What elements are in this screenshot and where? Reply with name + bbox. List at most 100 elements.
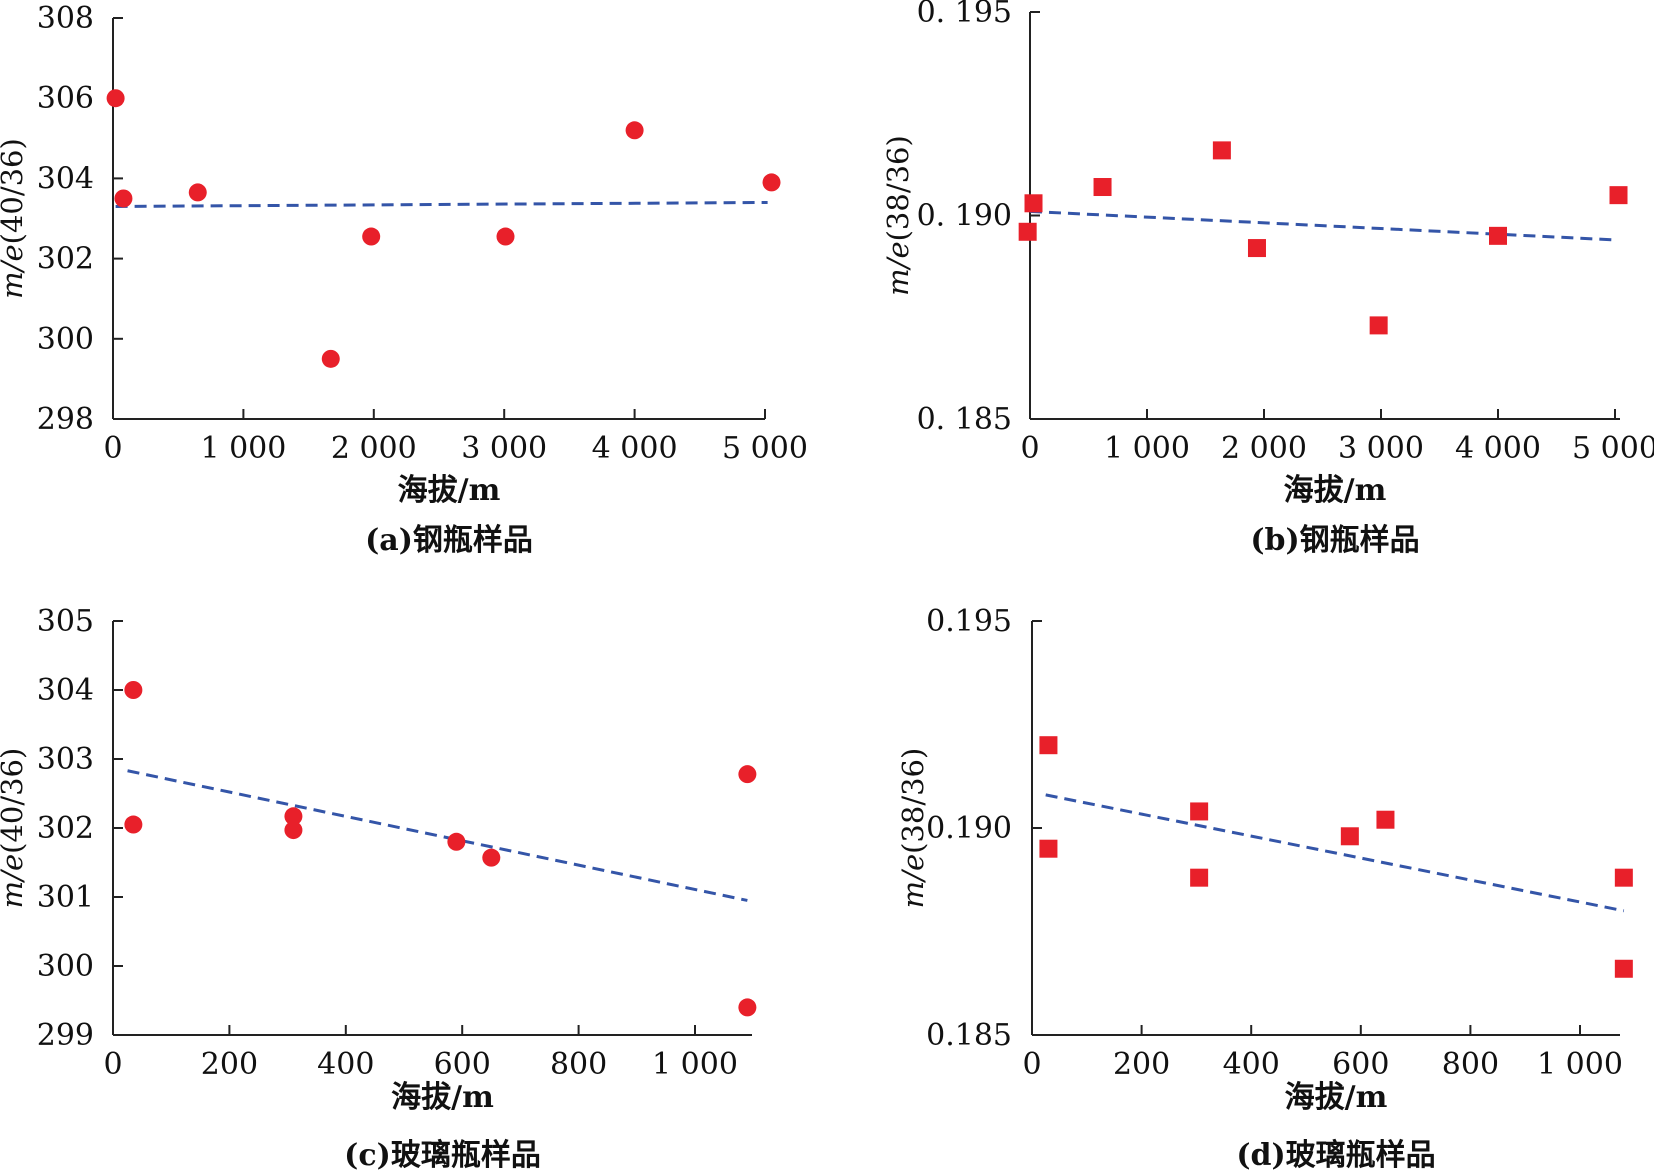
y-tick-label: 305: [37, 604, 94, 639]
data-point: [1093, 178, 1112, 197]
y-tick-label: 302: [37, 242, 94, 277]
x-axis-title: 海拔/m: [391, 1080, 494, 1115]
x-tick-label: 400: [317, 1047, 374, 1082]
data-point: [1247, 239, 1266, 258]
x-tick-label: 800: [1442, 1047, 1499, 1082]
trend-line: [115, 200, 768, 208]
data-point: [1018, 222, 1037, 241]
data-point: [1376, 810, 1395, 829]
trend-line: [1045, 793, 1625, 913]
x-tick-label: 200: [1113, 1047, 1170, 1082]
y-axis-title-rest: (38/36): [896, 748, 930, 854]
panel-c: 299 300 301 302 303 304 305 0 200 400 600 800 1 000 海…: [0, 604, 757, 1173]
y-axis-title-rest: (40/36): [0, 138, 29, 244]
data-point: [496, 227, 515, 246]
data-point: [1039, 839, 1058, 858]
data-point: [1609, 186, 1628, 205]
x-tick-label: 0: [1020, 431, 1039, 466]
data-point: [1614, 868, 1633, 887]
x-axis-title: 海拔/m: [1285, 1080, 1388, 1115]
x-tick-label: 5 000: [722, 431, 808, 466]
x-tick-label: 2 000: [1221, 431, 1307, 466]
x-axis-title: 海拔/m: [398, 473, 501, 508]
y-tick-label: 0.185: [926, 1018, 1012, 1053]
x-tick-label: 0: [103, 431, 122, 466]
x-tick-label: 800: [550, 1047, 607, 1082]
data-point: [188, 183, 207, 202]
y-axis-title-italic: m/e: [896, 854, 930, 908]
y-tick-label: 0.195: [926, 604, 1012, 639]
y-tick-label: 0. 195: [917, 0, 1012, 30]
y-tick-label: 300: [37, 322, 94, 357]
panel-caption: (d)玻璃瓶样品: [1236, 1138, 1435, 1173]
panel-d: 0.185 0.190 0.195 0 200 400 600 800 1 000 海拔/m m/e…: [896, 604, 1633, 1173]
data-point: [762, 173, 781, 192]
y-tick-label: 304: [37, 161, 94, 196]
data-point: [106, 89, 125, 108]
y-axis-title-italic: m/e: [0, 854, 29, 908]
data-point: [1614, 959, 1633, 978]
y-tick-label: 301: [37, 880, 94, 915]
panel-b: 0. 185 0. 190 0. 195 0 1 000 2 000 3 000 4 000 5…: [881, 0, 1654, 558]
panel-caption: (a)钢瓶样品: [365, 523, 533, 558]
y-tick-label: 0. 185: [917, 402, 1012, 437]
x-tick-label: 3 000: [461, 431, 547, 466]
x-tick-label: 4 000: [592, 431, 678, 466]
trend-line: [1029, 209, 1616, 242]
y-axis-title: m/e(40/36): [0, 748, 29, 909]
x-tick-label: 1 000: [652, 1047, 738, 1082]
x-tick-label: 600: [434, 1047, 491, 1082]
y-tick-label: 0.190: [926, 811, 1012, 846]
y-tick-label: 302: [37, 811, 94, 846]
x-tick-label: 0: [1022, 1047, 1041, 1082]
data-point: [362, 227, 381, 246]
y-tick-label: 304: [37, 673, 94, 708]
y-tick-label: 0. 190: [917, 199, 1012, 234]
x-tick-label: 1 000: [200, 431, 286, 466]
data-point: [1024, 194, 1043, 213]
data-point: [625, 121, 644, 140]
y-axis-title-rest: (40/36): [0, 748, 29, 854]
y-axis-title-rest: (38/36): [881, 135, 915, 241]
y-tick-label: 299: [37, 1018, 94, 1053]
data-point: [738, 765, 757, 784]
data-point: [482, 848, 501, 867]
x-tick-label: 4 000: [1455, 431, 1541, 466]
y-axis-title-italic: m/e: [881, 241, 915, 295]
panel-a: 298 300 302 304 306 308 0 1 000 2 000 3 000 4 000 5…: [0, 1, 808, 558]
x-axis-title: 海拔/m: [1284, 473, 1387, 508]
data-point: [1369, 316, 1388, 335]
y-tick-label: 300: [37, 949, 94, 984]
data-point: [447, 832, 466, 851]
y-tick-label: 303: [37, 742, 94, 777]
data-point: [1340, 827, 1359, 846]
x-tick-label: 3 000: [1338, 431, 1424, 466]
x-tick-label: 0: [103, 1047, 122, 1082]
data-point: [124, 681, 143, 699]
data-point: [738, 998, 757, 1017]
y-tick-label: 298: [37, 402, 94, 437]
data-point: [1190, 868, 1209, 887]
trend-line: [127, 769, 748, 902]
x-tick-label: 200: [201, 1047, 258, 1082]
y-tick-label: 308: [37, 1, 94, 36]
data-point: [1039, 736, 1058, 755]
data-point: [114, 189, 133, 208]
y-axis-title: m/e(40/36): [0, 138, 29, 299]
x-tick-label: 1 000: [1537, 1047, 1623, 1082]
data-point: [321, 349, 340, 368]
data-point: [284, 807, 303, 826]
data-point: [284, 821, 303, 840]
x-tick-label: 400: [1223, 1047, 1280, 1082]
y-axis-title: m/e(38/36): [881, 135, 915, 296]
x-tick-label: 2 000: [331, 431, 417, 466]
panel-caption: (b)钢瓶样品: [1250, 523, 1419, 558]
panel-caption: (c)玻璃瓶样品: [344, 1138, 541, 1173]
data-point: [1190, 802, 1209, 821]
x-tick-label: 5 000: [1572, 431, 1654, 466]
y-tick-label: 306: [37, 81, 94, 116]
y-axis-title-italic: m/e: [0, 244, 29, 298]
data-point: [124, 815, 143, 834]
x-tick-label: 600: [1332, 1047, 1389, 1082]
